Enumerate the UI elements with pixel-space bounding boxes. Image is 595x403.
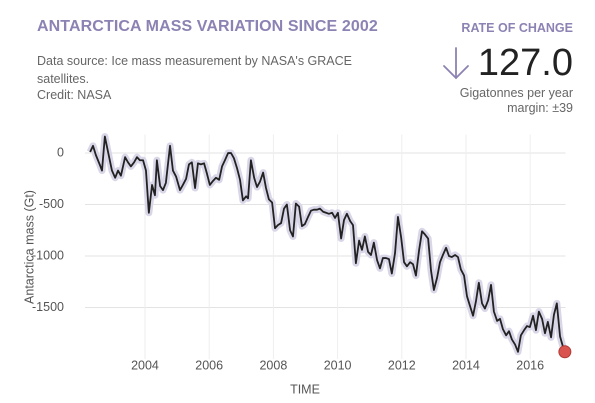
- y-tick-label: -1000: [32, 248, 64, 262]
- x-tick-label: 2016: [516, 358, 544, 372]
- chart-title: ANTARCTICA MASS VARIATION SINCE 2002: [37, 18, 378, 35]
- rate-value: 127.0: [477, 42, 573, 84]
- x-tick-label: 2006: [195, 358, 223, 372]
- x-tick-label: 2014: [452, 358, 480, 372]
- x-tick-label: 2012: [388, 358, 416, 372]
- uncertainty-band: [86, 133, 569, 356]
- subtitle: Data source: Ice mass measurement by NAS…: [37, 54, 352, 86]
- rate-unit: Gigatonnes per year: [459, 86, 573, 100]
- y-tick-label: 0: [57, 145, 64, 159]
- y-tick-label: -1500: [32, 300, 64, 314]
- latest-point: [558, 345, 572, 359]
- data-line: [89, 135, 566, 353]
- y-axis-title: Antarctica mass (Gt): [22, 190, 36, 304]
- x-tick-label: 2004: [131, 358, 159, 372]
- down-arrow: [443, 47, 469, 80]
- y-tick-label: -500: [39, 197, 64, 211]
- x-tick-label: 2010: [324, 358, 352, 372]
- rate-margin: margin: ±39: [507, 101, 573, 115]
- x-axis-title: TIME: [290, 382, 320, 396]
- x-tick-label: 2008: [259, 358, 287, 372]
- credit: Credit: NASA: [37, 88, 112, 102]
- rate-label: RATE OF CHANGE: [461, 21, 573, 35]
